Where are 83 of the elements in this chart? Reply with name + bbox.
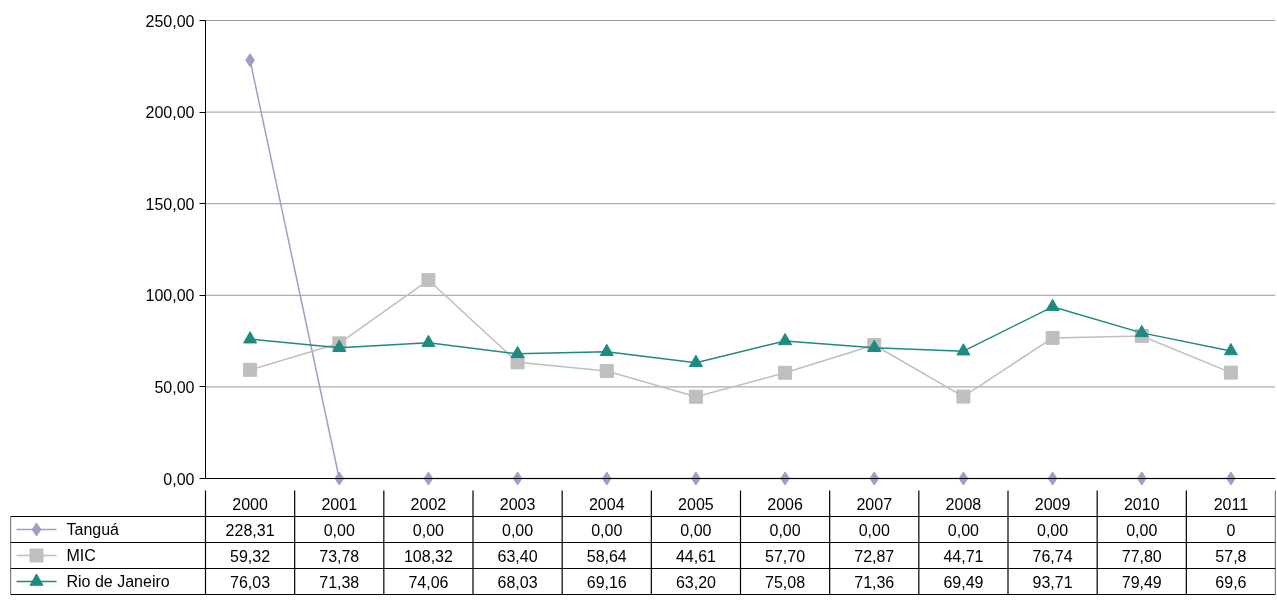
point	[601, 471, 612, 486]
x-tick-label: 2011	[1213, 495, 1249, 513]
point	[778, 365, 793, 380]
point	[958, 471, 969, 486]
data-label: 58,64	[586, 547, 627, 565]
point	[1045, 298, 1060, 312]
data-label: 57,70	[765, 547, 806, 565]
point	[1134, 324, 1149, 338]
data-label: 44,71	[943, 547, 984, 565]
point	[421, 334, 436, 348]
data-label: 0,00	[769, 521, 801, 539]
point	[1223, 342, 1238, 356]
x-tick-label: 2010	[1123, 495, 1160, 513]
data-label: 79,49	[1121, 573, 1162, 591]
x-tick-label: 2001	[321, 495, 358, 513]
x-tick-label: 2008	[945, 495, 982, 513]
x-tick-label: 2006	[767, 495, 803, 513]
data-label: 0,00	[680, 521, 712, 539]
x-tick-label: 2009	[1034, 495, 1071, 513]
data-label: 71,38	[319, 573, 360, 591]
data-label: 77,80	[1121, 547, 1162, 565]
point	[512, 471, 523, 486]
point	[1136, 471, 1147, 486]
point	[243, 362, 258, 377]
data-label: 68,03	[497, 573, 538, 591]
data-label: 63,40	[497, 547, 538, 565]
point	[510, 345, 525, 359]
data-label: 76,03	[230, 573, 271, 591]
data-label: 0,00	[1126, 521, 1158, 539]
point	[1223, 365, 1238, 380]
y-tick-label: 150,00	[145, 195, 195, 213]
data-label: 75,08	[765, 573, 806, 591]
legend-label: Tanguá	[66, 521, 120, 538]
data-label: 108,32	[403, 547, 453, 565]
data-label: 228,31	[225, 521, 275, 539]
data-label: 74,06	[408, 573, 449, 591]
data-label: 69,16	[586, 573, 627, 591]
point	[869, 471, 880, 486]
data-label: 0,00	[947, 521, 980, 539]
data-label: 44,61	[675, 547, 717, 565]
data-label: 73,78	[319, 547, 360, 565]
point	[1045, 330, 1060, 345]
data-label: 72,87	[854, 547, 895, 565]
data-label: 0,00	[323, 521, 355, 539]
x-tick-label: 2005	[678, 495, 714, 513]
data-label: 0,00	[1037, 521, 1069, 539]
x-tick-label: 2007	[856, 495, 893, 513]
data-label: 0	[1226, 521, 1236, 539]
data-label: 0,00	[502, 521, 534, 539]
x-tick-label: 2000	[232, 495, 268, 513]
data-label: 76,74	[1032, 547, 1073, 565]
y-tick-label: 200,00	[145, 104, 195, 122]
y-tick-label: 50,00	[154, 378, 195, 396]
x-tick-label: 2004	[588, 495, 625, 513]
y-tick-label: 100,00	[145, 287, 195, 305]
data-label: 63,20	[675, 573, 717, 591]
x-tick-label: 2002	[410, 495, 447, 513]
point	[243, 331, 258, 344]
data-label: 69,49	[943, 573, 984, 591]
data-label: 59,32	[230, 547, 271, 565]
point	[423, 471, 434, 486]
point	[334, 471, 345, 486]
point	[956, 343, 971, 356]
point	[599, 343, 614, 357]
point	[599, 364, 614, 379]
point	[421, 273, 436, 288]
data-label: 57,8	[1215, 547, 1247, 565]
data-label: 0,00	[858, 521, 890, 539]
data-label: 0,00	[591, 521, 623, 539]
y-tick-label: 0,00	[163, 470, 195, 488]
data-label: 93,71	[1032, 573, 1073, 591]
data-label: 71,36	[854, 573, 895, 591]
legend-label: MIC	[66, 547, 96, 564]
point	[956, 389, 971, 404]
data-label: 0,00	[412, 521, 445, 539]
point	[778, 332, 793, 346]
legend-label: Rio de Janeiro	[66, 573, 170, 590]
y-tick-label: 250,00	[145, 12, 195, 30]
data-label: 69,6	[1215, 573, 1247, 591]
point	[1047, 471, 1058, 486]
x-tick-label: 2003	[499, 495, 536, 513]
point	[688, 389, 703, 404]
point	[688, 354, 703, 367]
